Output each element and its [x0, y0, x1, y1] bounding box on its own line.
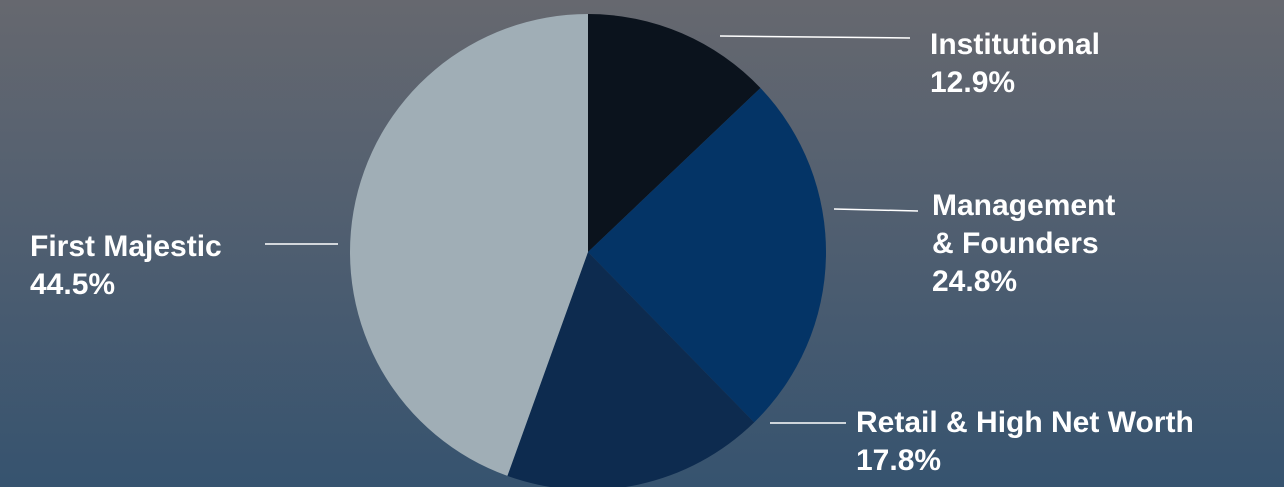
leader-lines [265, 35, 919, 424]
pie-slice-institutional [588, 14, 761, 252]
slice-name-label: Retail & High Net Worth [856, 406, 1194, 439]
leader-line [833, 208, 919, 212]
slice-value-label: 17.8% [856, 444, 941, 477]
pie-slice-first-majestic [350, 14, 588, 476]
slice-name-label: Institutional [930, 28, 1100, 61]
slice-name-label: Management [932, 189, 1115, 222]
slice-value-label: 24.8% [932, 265, 1017, 298]
slice-name-label: First Majestic [30, 230, 222, 263]
slice-name-label: & Founders [932, 227, 1099, 260]
leader-line [719, 35, 911, 39]
pie-slice-management-founders [588, 87, 827, 423]
slice-value-label: 12.9% [930, 66, 1015, 99]
slice-labels: Institutional 12.9% Management & Founders 24… [30, 28, 1194, 477]
slice-value-label: 44.5% [30, 268, 115, 301]
pie-slices [350, 14, 827, 487]
pie-slice-retail-high-net-worth [507, 252, 755, 487]
